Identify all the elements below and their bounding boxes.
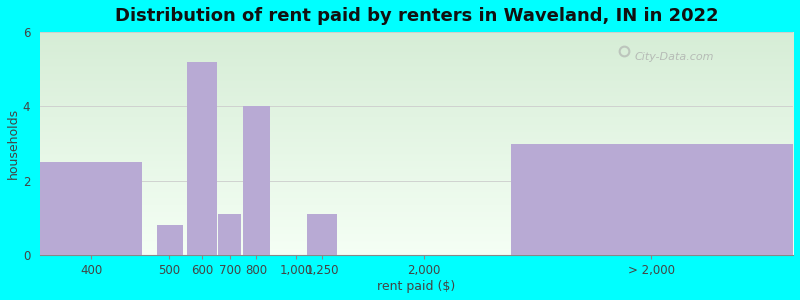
Bar	[157, 226, 183, 255]
Bar	[307, 214, 338, 255]
Bar	[187, 62, 217, 255]
Bar	[218, 214, 241, 255]
X-axis label: rent paid ($): rent paid ($)	[378, 280, 456, 293]
Bar	[242, 106, 270, 255]
Title: Distribution of rent paid by renters in Waveland, IN in 2022: Distribution of rent paid by renters in …	[114, 7, 718, 25]
Text: City-Data.com: City-Data.com	[635, 52, 714, 62]
Bar	[510, 144, 793, 255]
Bar	[40, 162, 142, 255]
Y-axis label: households: households	[7, 108, 20, 179]
